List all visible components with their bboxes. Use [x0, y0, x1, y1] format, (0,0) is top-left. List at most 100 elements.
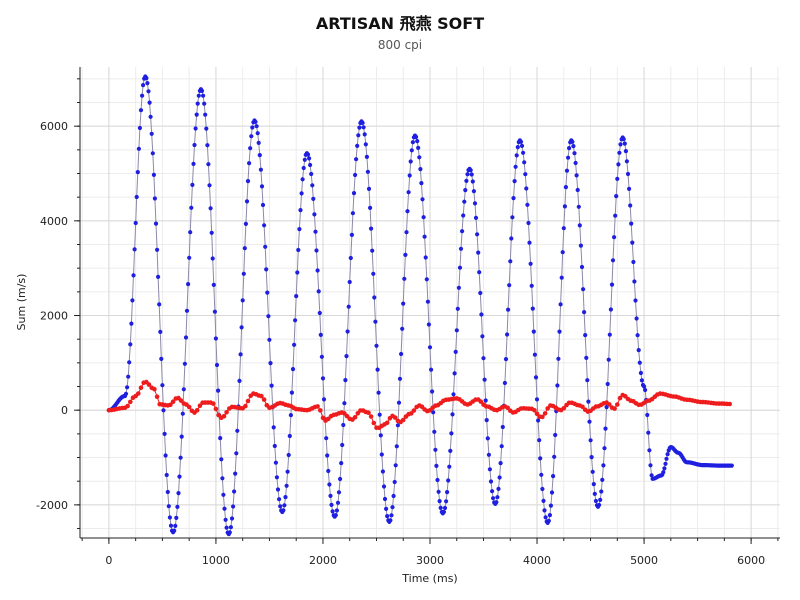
data-point	[495, 495, 500, 500]
data-point	[186, 282, 191, 287]
data-point	[648, 463, 653, 468]
data-point	[307, 156, 312, 161]
data-point	[603, 426, 608, 431]
data-point	[532, 352, 538, 357]
data-point	[553, 432, 558, 438]
data-point	[192, 142, 197, 148]
data-point	[256, 140, 261, 145]
data-point	[234, 451, 239, 456]
data-point	[435, 477, 440, 483]
data-point	[546, 518, 551, 524]
data-point	[245, 179, 251, 184]
data-point	[247, 161, 252, 166]
data-point	[207, 183, 212, 188]
data-point	[357, 125, 362, 130]
data-point	[351, 191, 357, 196]
data-point	[581, 287, 586, 292]
data-point	[411, 408, 417, 413]
data-point	[527, 240, 532, 245]
data-point	[375, 367, 380, 372]
data-point	[436, 489, 441, 494]
data-point	[461, 213, 466, 218]
data-point	[618, 142, 623, 147]
data-point	[446, 478, 451, 483]
data-point	[154, 394, 160, 400]
data-point	[325, 453, 330, 458]
data-point	[172, 528, 177, 533]
data-point	[187, 255, 192, 260]
data-point	[589, 455, 594, 460]
data-point	[458, 246, 464, 251]
data-point	[275, 487, 281, 492]
data-point	[625, 171, 631, 177]
data-point	[451, 392, 456, 397]
data-point	[259, 184, 265, 189]
data-point	[310, 183, 315, 188]
data-point	[373, 319, 378, 324]
data-point	[434, 463, 439, 468]
data-point	[471, 189, 476, 194]
data-point	[403, 252, 408, 257]
data-point	[243, 403, 248, 409]
data-point	[478, 290, 483, 296]
data-point	[368, 414, 374, 419]
data-point	[628, 203, 633, 208]
data-point	[371, 420, 377, 426]
data-point	[165, 489, 170, 495]
data-point	[391, 493, 396, 499]
data-point	[360, 120, 365, 125]
data-point	[395, 423, 400, 428]
data-point	[341, 422, 346, 428]
data-point	[572, 151, 577, 156]
data-point	[388, 518, 393, 523]
data-point	[316, 289, 321, 294]
data-point	[155, 247, 160, 252]
data-point	[585, 378, 590, 383]
data-point	[134, 194, 139, 200]
data-point	[385, 514, 390, 519]
y-tick-label: 0	[61, 404, 68, 417]
data-point	[221, 492, 226, 497]
data-point	[449, 431, 454, 436]
data-point	[399, 351, 404, 357]
data-point	[273, 460, 278, 465]
data-point	[460, 229, 465, 234]
data-point	[463, 188, 468, 193]
data-point	[607, 332, 612, 337]
data-point	[224, 525, 229, 530]
axes: -2000 0 2000 4000 6000 0 1000 2000 3000 4000 5000 6…	[36, 67, 780, 567]
data-point	[418, 167, 423, 172]
data-point	[477, 270, 482, 275]
data-point	[536, 418, 541, 423]
data-point	[615, 176, 620, 181]
data-point	[348, 255, 353, 261]
data-point	[218, 436, 223, 441]
data-point	[408, 159, 413, 164]
data-point	[481, 356, 486, 361]
data-point	[417, 155, 422, 160]
data-point	[392, 479, 397, 485]
data-point	[647, 448, 652, 453]
data-point	[272, 443, 277, 449]
data-point	[287, 433, 292, 439]
data-point	[593, 498, 599, 504]
data-point	[125, 385, 130, 390]
data-point	[424, 277, 429, 282]
x-tick-label: 5000	[630, 554, 658, 567]
data-point	[168, 523, 174, 528]
data-point	[264, 267, 269, 272]
data-point	[604, 405, 609, 410]
data-point	[338, 476, 343, 482]
data-point	[609, 282, 615, 287]
data-point	[361, 125, 366, 130]
data-point	[145, 81, 150, 86]
data-point	[180, 411, 185, 416]
data-point	[374, 343, 379, 348]
data-point	[330, 509, 335, 514]
data-point	[288, 413, 293, 418]
data-point	[519, 143, 525, 148]
data-point	[292, 342, 297, 347]
data-point	[123, 391, 129, 396]
data-point	[559, 275, 564, 280]
data-point	[182, 361, 187, 366]
